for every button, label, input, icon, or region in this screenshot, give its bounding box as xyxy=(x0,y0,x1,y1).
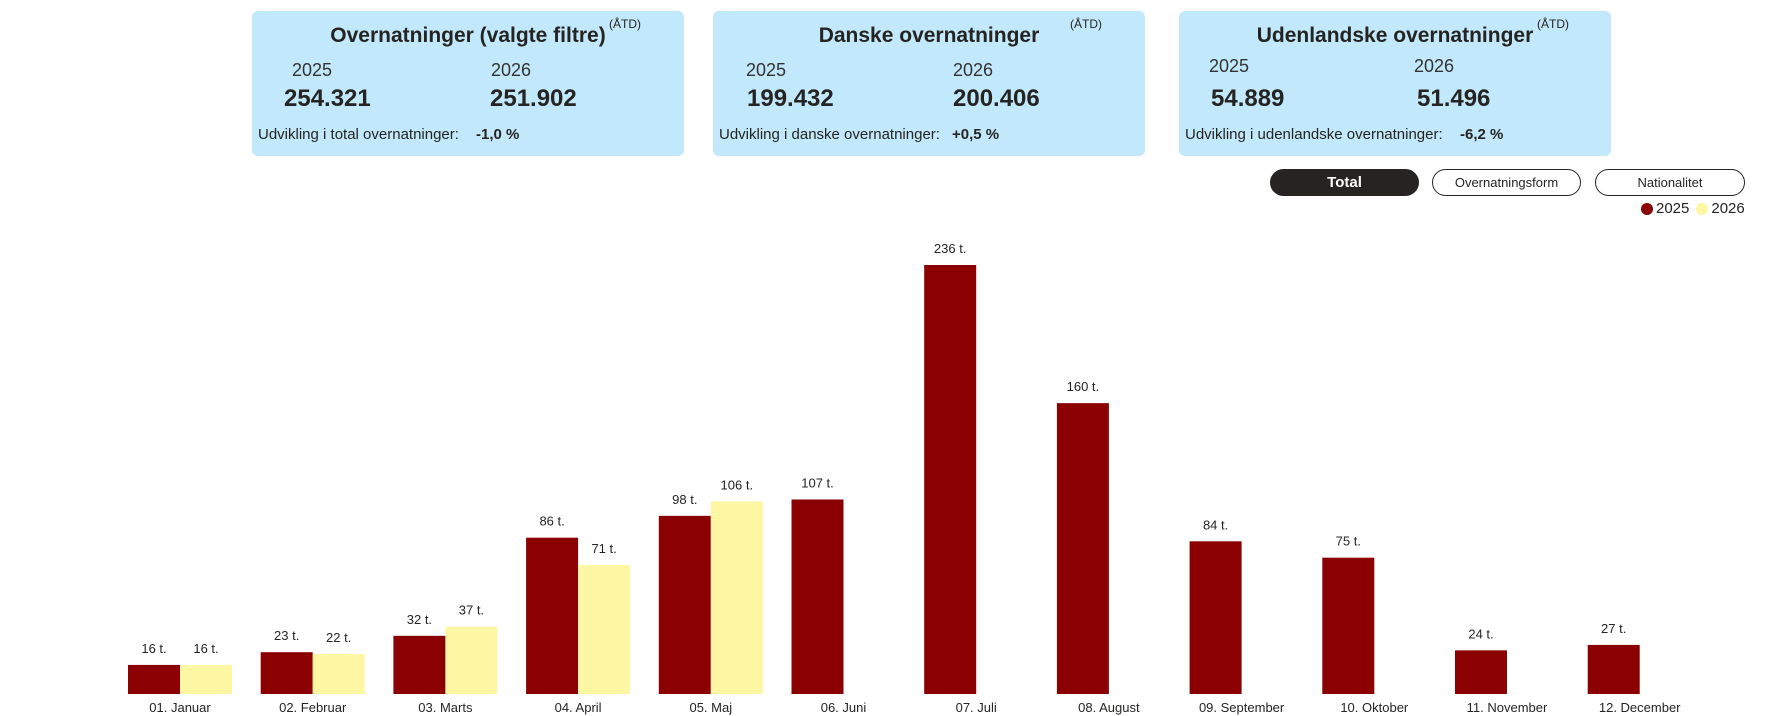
x-tick-label: 07. Juli xyxy=(956,700,997,715)
data-label-2025-4: 86 t. xyxy=(539,514,564,529)
bar-2026-4[interactable] xyxy=(578,564,631,694)
development-value: -1,0 % xyxy=(476,126,520,143)
kpi-card-foreign: Udenlandske overnatninger (ÅTD) 2025 202… xyxy=(1179,11,1611,156)
data-label-2026-4: 71 t. xyxy=(591,541,616,556)
data-label-2026-5: 106 t. xyxy=(721,477,754,492)
toggle-nationalitet-button[interactable]: Nationalitet xyxy=(1595,169,1745,196)
bar-2025-2[interactable] xyxy=(260,652,313,694)
data-label-2025-12: 27 t. xyxy=(1601,621,1626,636)
kpi-card-total: Overnatninger (valgte filtre) (ÅTD) 2025… xyxy=(252,11,684,156)
development-value: +0,5 % xyxy=(952,126,1000,143)
toggle-overnatningsform-button[interactable]: Overnatningsform xyxy=(1432,169,1581,196)
development-label: Udvikling i danske overnatninger: xyxy=(719,126,940,143)
card-atd-note: (ÅTD) xyxy=(609,17,641,31)
data-label-2025-2: 23 t. xyxy=(274,628,299,643)
data-label-2026-3: 37 t. xyxy=(459,603,484,618)
card-atd-note: (ÅTD) xyxy=(1070,17,1102,31)
bar-2026-2[interactable] xyxy=(312,654,365,694)
x-tick-label: 05. Maj xyxy=(689,700,732,715)
legend-dot-2026 xyxy=(1696,202,1709,215)
year-2026-label: 2026 xyxy=(953,60,994,80)
bar-2025-8[interactable] xyxy=(1056,403,1109,694)
development-label: Udvikling i total overnatninger: xyxy=(258,126,459,143)
data-label-2025-6: 107 t. xyxy=(801,475,834,490)
data-label-2026-1: 16 t. xyxy=(193,641,218,656)
bar-2025-4[interactable] xyxy=(526,537,579,694)
x-tick-label: 06. Juni xyxy=(821,700,867,715)
bar-2025-1[interactable] xyxy=(128,664,180,694)
value-2026: 200.406 xyxy=(953,85,1040,112)
kpi-card-danish: Danske overnatninger (ÅTD) 2025 2026 199… xyxy=(713,11,1145,156)
data-label-2025-10: 75 t. xyxy=(1336,534,1361,549)
legend-label-2026: 2026 xyxy=(1711,200,1745,217)
bar-2025-11[interactable] xyxy=(1455,650,1507,694)
x-tick-label: 11. November xyxy=(1467,700,1548,715)
bar-2026-1[interactable] xyxy=(180,664,232,694)
bar-2025-9[interactable] xyxy=(1189,541,1242,694)
x-tick-label: 09. September xyxy=(1199,700,1285,715)
bar-2025-5[interactable] xyxy=(658,515,711,694)
data-label-2025-1: 16 t. xyxy=(141,641,166,656)
bar-2025-3[interactable] xyxy=(393,635,446,694)
year-2025-label: 2025 xyxy=(1209,56,1250,76)
card-atd-note: (ÅTD) xyxy=(1537,17,1569,31)
bar-2026-5[interactable] xyxy=(710,501,763,694)
value-2025: 54.889 xyxy=(1211,85,1285,112)
value-2026: 51.496 xyxy=(1417,85,1491,112)
x-tick-label: 02. Februar xyxy=(279,700,347,715)
bar-2025-6[interactable] xyxy=(791,499,844,694)
year-2026-label: 2026 xyxy=(1414,56,1455,76)
legend-label-2025: 2025 xyxy=(1656,200,1690,217)
card-title: Udenlandske overnatninger xyxy=(1256,24,1534,47)
bar-2026-3[interactable] xyxy=(445,626,498,694)
bar-2025-10[interactable] xyxy=(1322,557,1375,694)
year-2025-label: 2025 xyxy=(292,60,333,80)
data-label-2025-5: 98 t. xyxy=(672,492,697,507)
bar-2025-12[interactable] xyxy=(1587,644,1640,694)
x-tick-label: 03. Marts xyxy=(418,700,473,715)
data-label-2025-8: 160 t. xyxy=(1067,379,1100,394)
value-2026: 251.902 xyxy=(490,85,577,112)
card-title: Overnatninger (valgte filtre) xyxy=(330,24,606,47)
toggle-total-button[interactable]: Total xyxy=(1270,169,1419,196)
value-2025: 199.432 xyxy=(747,85,834,112)
data-label-2025-9: 84 t. xyxy=(1203,517,1228,532)
x-tick-label: 04. April xyxy=(555,700,602,715)
data-label-2025-11: 24 t. xyxy=(1468,626,1493,641)
x-tick-label: 01. Januar xyxy=(149,700,211,715)
value-2025: 254.321 xyxy=(284,85,371,112)
development-label: Udvikling i udenlandske overnatninger: xyxy=(1185,126,1443,143)
year-2026-label: 2026 xyxy=(491,60,532,80)
bar-2025-7[interactable] xyxy=(924,265,977,694)
year-2025-label: 2025 xyxy=(746,60,787,80)
x-tick-label: 08. August xyxy=(1078,700,1140,715)
legend-dot-2025 xyxy=(1641,202,1653,215)
x-tick-label: 10. Oktober xyxy=(1340,700,1409,715)
data-label-2026-2: 22 t. xyxy=(326,630,351,645)
data-label-2025-3: 32 t. xyxy=(407,612,432,627)
development-value: -6,2 % xyxy=(1460,126,1504,143)
data-label-2025-7: 236 t. xyxy=(934,241,967,256)
chart-legend: 2025 2026 xyxy=(1641,200,1745,217)
x-tick-label: 12. December xyxy=(1599,700,1681,715)
card-title: Danske overnatninger xyxy=(818,24,1040,47)
